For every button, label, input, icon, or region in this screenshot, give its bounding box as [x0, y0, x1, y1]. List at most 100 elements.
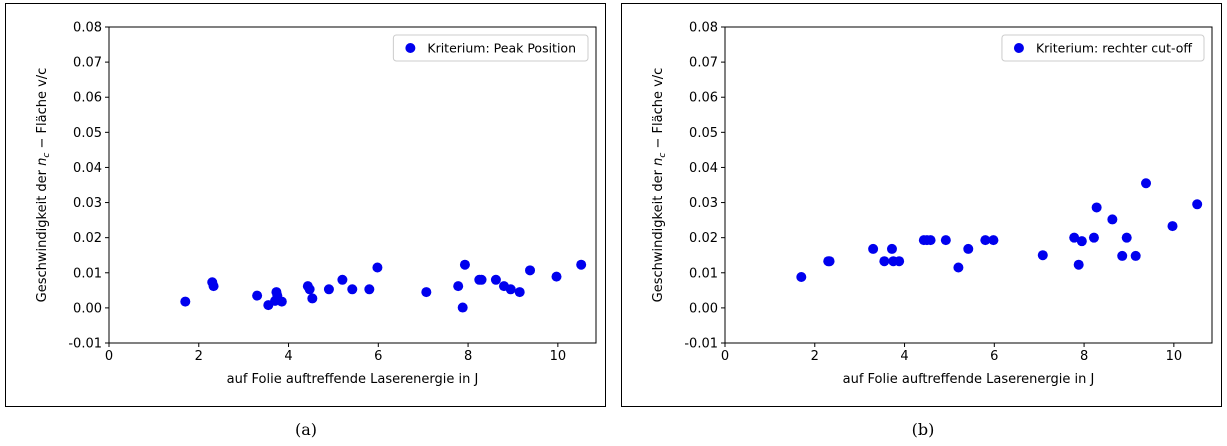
y-tick-label: 0.06 — [73, 91, 102, 106]
y-axis-label-part: − Fläche v/c — [35, 68, 50, 153]
data-point — [1117, 250, 1128, 261]
data-point — [1192, 199, 1203, 210]
chart-panel-a: 0 2 4 6 8 10 -0.01 0.00 0.01 0.02 0.03 0.04 0.05 0.06… — [5, 3, 606, 407]
y-tick-label: 0.01 — [689, 266, 718, 281]
data-point — [180, 296, 191, 307]
scatter-plot-b: 0 2 4 6 8 10 -0.01 0.00 0.01 0.02 0.03 0.04 0.05 0.06… — [651, 21, 1213, 387]
x-tick-label: 6 — [374, 349, 382, 364]
data-point — [364, 284, 375, 295]
y-tick-label: 0.06 — [689, 91, 718, 106]
x-tick-label: 4 — [900, 349, 908, 364]
data-point — [576, 259, 587, 270]
data-point — [980, 235, 991, 246]
data-point — [453, 281, 464, 292]
data-point — [796, 271, 807, 282]
plot-frame — [108, 26, 597, 344]
data-point — [940, 235, 951, 246]
data-point — [323, 284, 334, 295]
y-tick-label: 0.02 — [73, 231, 102, 246]
caption-b: (b) — [911, 420, 935, 439]
data-point — [963, 243, 974, 254]
data-point — [457, 302, 468, 313]
x-tick-label: 4 — [284, 349, 292, 364]
data-point — [252, 290, 263, 301]
legend-box — [1001, 34, 1205, 62]
data-point — [894, 256, 905, 267]
data-point — [490, 274, 501, 285]
y-tick-label: 0.05 — [73, 126, 102, 141]
x-tick-label: 2 — [195, 349, 203, 364]
legend-marker — [1013, 43, 1024, 53]
data-point — [824, 256, 835, 267]
x-tick-label: 8 — [464, 349, 472, 364]
y-tick-label: 0.02 — [689, 231, 718, 246]
x-axis-label: auf Folie auftreffende Laserenergie in J — [843, 372, 1095, 387]
data-point — [476, 274, 487, 285]
data-point — [1091, 202, 1102, 213]
y-tick-label: 0.03 — [689, 196, 718, 211]
caption-a: (a) — [294, 420, 318, 439]
y-axis-label-sub: c — [42, 153, 52, 158]
plot-frame — [724, 26, 1213, 344]
y-tick-label: 0.00 — [689, 301, 718, 316]
x-tick-label: 0 — [105, 349, 113, 364]
x-tick-label: 2 — [811, 349, 819, 364]
data-point — [1088, 232, 1099, 243]
data-point — [925, 235, 936, 246]
scatter-plot-a: 0 2 4 6 8 10 -0.01 0.00 0.01 0.02 0.03 0.04 0.05 0.06… — [35, 21, 597, 387]
x-axis-label: auf Folie auftreffende Laserenergie in J — [227, 372, 479, 387]
legend-label: Kriterium: Peak Position — [427, 41, 576, 56]
data-point — [276, 296, 287, 307]
y-axis-label-part: Geschwindigkeit der — [35, 166, 50, 302]
data-point — [1130, 250, 1141, 261]
data-point — [1167, 221, 1178, 232]
y-tick-label: 0.05 — [689, 126, 718, 141]
legend-label: Kriterium: rechter cut-off — [1036, 41, 1192, 56]
y-tick-label: 0.01 — [73, 266, 102, 281]
data-point — [459, 259, 470, 270]
y-tick-label: 0.00 — [73, 301, 102, 316]
data-point — [208, 281, 219, 292]
x-tick-label: 10 — [550, 349, 567, 364]
y-tick-label: 0.04 — [689, 161, 718, 176]
y-axis-label-part: Geschwindigkeit der — [651, 166, 666, 302]
data-point — [372, 262, 383, 273]
data-point — [1073, 259, 1084, 270]
y-axis-label: Geschwindigkeit der nc − Fläche v/c — [35, 68, 52, 303]
data-point — [337, 274, 348, 285]
data-point — [879, 256, 890, 267]
y-axis-label-sub: c — [658, 153, 668, 158]
data-point — [886, 243, 897, 254]
data-point — [514, 287, 525, 298]
x-tick-label: 6 — [990, 349, 998, 364]
y-axis-label-var: n — [35, 158, 50, 166]
y-tick-label: 0.07 — [73, 56, 102, 71]
y-tick-label: 0.03 — [73, 196, 102, 211]
y-axis-label-part: − Fläche v/c — [651, 68, 666, 153]
x-tick-label: 0 — [721, 349, 729, 364]
y-tick-label: 0.08 — [689, 21, 718, 36]
data-point — [1121, 232, 1132, 243]
data-point — [421, 287, 432, 298]
data-point — [953, 262, 964, 273]
chart-panel-b: 0 2 4 6 8 10 -0.01 0.00 0.01 0.02 0.03 0.04 0.05 0.06… — [621, 3, 1222, 407]
data-point — [304, 284, 315, 295]
y-tick-label: 0.08 — [73, 21, 102, 36]
legend-marker — [405, 43, 416, 53]
data-point — [1069, 232, 1080, 243]
y-tick-label: -0.01 — [68, 337, 102, 352]
data-point — [1076, 236, 1087, 247]
x-tick-label: 8 — [1080, 349, 1088, 364]
data-point — [307, 293, 318, 304]
data-point — [1141, 178, 1152, 189]
data-point — [525, 265, 536, 276]
data-point — [1107, 214, 1118, 225]
x-tick-label: 10 — [1166, 349, 1183, 364]
data-point — [1037, 250, 1048, 261]
y-axis-label: Geschwindigkeit der nc − Fläche v/c — [651, 68, 668, 303]
data-point — [505, 284, 516, 295]
data-point — [988, 235, 999, 246]
data-point — [551, 271, 562, 282]
data-point — [868, 243, 879, 254]
legend-box — [392, 34, 589, 62]
